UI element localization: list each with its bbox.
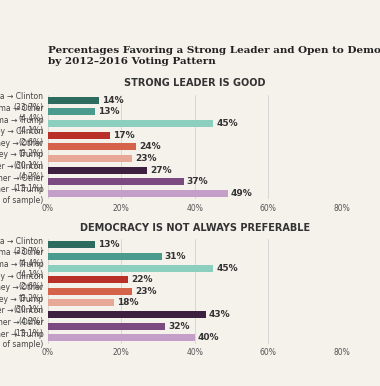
Text: Percentages Favoring a Strong Leader and Open to Democratic Alternatives
by 2012: Percentages Favoring a Strong Leader and… (48, 46, 380, 66)
Bar (48, 276, 128, 283)
Bar (48, 132, 110, 139)
Bar (48, 300, 114, 306)
Bar (48, 167, 147, 174)
Bar (48, 253, 162, 260)
Text: 45%: 45% (216, 119, 238, 128)
Text: 24%: 24% (139, 142, 160, 151)
Bar (48, 190, 228, 197)
Bar (48, 311, 206, 318)
Bar (48, 264, 213, 271)
Text: 32%: 32% (168, 322, 190, 331)
Bar (48, 108, 95, 115)
Text: 13%: 13% (98, 240, 120, 249)
Text: 23%: 23% (135, 154, 157, 163)
Bar (48, 241, 95, 248)
Bar (48, 155, 132, 162)
Bar (48, 120, 213, 127)
Text: 27%: 27% (150, 166, 171, 174)
Text: 18%: 18% (117, 298, 138, 307)
Text: 23%: 23% (135, 287, 157, 296)
Text: 37%: 37% (187, 177, 208, 186)
Text: 49%: 49% (231, 189, 253, 198)
Text: 17%: 17% (113, 131, 135, 140)
Text: 40%: 40% (198, 333, 219, 342)
Text: 14%: 14% (102, 96, 124, 105)
Bar (48, 334, 195, 341)
Title: DEMOCRACY IS NOT ALWAYS PREFERABLE: DEMOCRACY IS NOT ALWAYS PREFERABLE (80, 223, 310, 233)
Text: 43%: 43% (209, 310, 230, 319)
Bar (48, 288, 132, 295)
Bar (48, 143, 136, 150)
Text: 22%: 22% (131, 275, 153, 284)
Text: 13%: 13% (98, 107, 120, 117)
Text: 31%: 31% (165, 252, 186, 261)
Bar (48, 323, 165, 330)
Bar (48, 178, 184, 185)
Text: 45%: 45% (216, 264, 238, 273)
Title: STRONG LEADER IS GOOD: STRONG LEADER IS GOOD (124, 78, 266, 88)
Bar (48, 97, 99, 104)
